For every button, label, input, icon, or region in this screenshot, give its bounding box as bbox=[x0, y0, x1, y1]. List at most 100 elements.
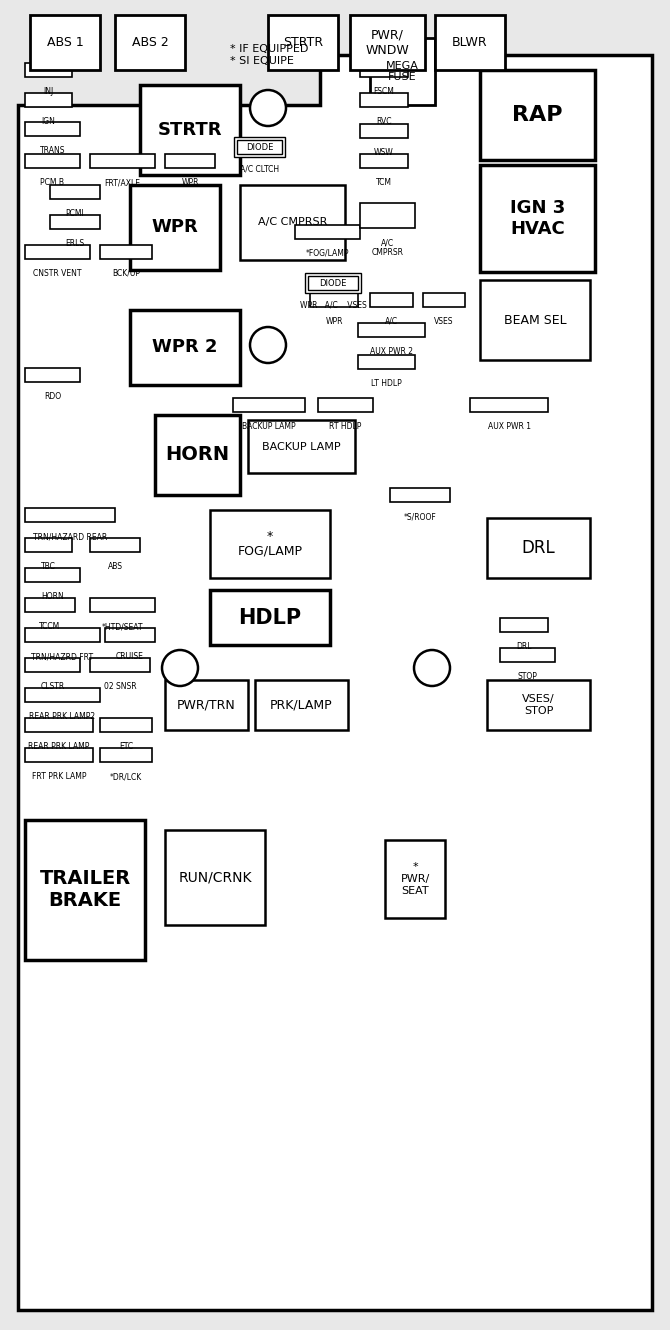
Bar bbox=[308, 277, 358, 290]
Text: INJ: INJ bbox=[44, 86, 54, 96]
Text: WPR: WPR bbox=[151, 218, 198, 237]
Bar bbox=[210, 591, 330, 645]
Bar bbox=[295, 225, 360, 239]
Text: A/C
CMPRSR: A/C CMPRSR bbox=[371, 238, 403, 258]
Text: CNSTR VENT: CNSTR VENT bbox=[34, 269, 82, 278]
Text: RVC: RVC bbox=[377, 117, 392, 126]
Bar bbox=[500, 648, 555, 662]
Bar bbox=[360, 93, 408, 106]
Bar bbox=[90, 154, 155, 168]
Text: ABS: ABS bbox=[107, 563, 123, 571]
Bar bbox=[165, 830, 265, 924]
Text: ABS 2: ABS 2 bbox=[131, 36, 168, 49]
Circle shape bbox=[162, 650, 198, 686]
Text: ETC: ETC bbox=[119, 742, 133, 751]
Bar bbox=[25, 63, 72, 77]
Bar bbox=[487, 517, 590, 579]
Polygon shape bbox=[18, 55, 652, 1310]
Text: *FOG/LAMP: *FOG/LAMP bbox=[306, 249, 349, 258]
Bar bbox=[25, 122, 80, 136]
Bar bbox=[25, 718, 93, 732]
Bar bbox=[268, 15, 338, 70]
Text: TRAILER
BRAKE: TRAILER BRAKE bbox=[40, 870, 131, 911]
Bar bbox=[310, 293, 358, 307]
Text: PWR/
WNDW: PWR/ WNDW bbox=[366, 28, 409, 56]
Bar bbox=[318, 398, 373, 412]
Circle shape bbox=[250, 90, 286, 126]
Text: STOP: STOP bbox=[517, 672, 537, 681]
Bar bbox=[25, 93, 72, 106]
Bar bbox=[25, 508, 115, 521]
Bar bbox=[390, 488, 450, 501]
Circle shape bbox=[250, 327, 286, 363]
Text: BEAM SEL: BEAM SEL bbox=[504, 314, 566, 326]
Bar bbox=[25, 368, 80, 382]
Bar bbox=[210, 509, 330, 579]
Text: DRL: DRL bbox=[517, 642, 532, 650]
Bar bbox=[25, 568, 80, 583]
Text: PCMI: PCMI bbox=[66, 209, 84, 218]
Text: WSW: WSW bbox=[374, 148, 394, 157]
Bar bbox=[360, 203, 415, 227]
Text: BLWR: BLWR bbox=[452, 36, 488, 49]
Text: PRK/LAMP: PRK/LAMP bbox=[270, 698, 333, 712]
Bar bbox=[140, 85, 240, 176]
Bar bbox=[360, 63, 408, 77]
Text: RAP: RAP bbox=[513, 105, 563, 125]
Bar bbox=[115, 15, 185, 70]
Text: FRT/AXLE: FRT/AXLE bbox=[105, 178, 141, 188]
Text: DIODE: DIODE bbox=[246, 142, 273, 152]
Bar bbox=[360, 154, 408, 168]
Text: DRL: DRL bbox=[522, 539, 555, 557]
Bar bbox=[233, 398, 305, 412]
Text: TCM: TCM bbox=[376, 178, 392, 188]
Bar bbox=[25, 688, 100, 702]
Text: *
FOG/LAMP: * FOG/LAMP bbox=[237, 529, 302, 559]
Text: WPR 2: WPR 2 bbox=[152, 339, 218, 356]
Bar bbox=[385, 841, 445, 918]
Text: WPR   A/C    VSES: WPR A/C VSES bbox=[299, 301, 366, 309]
Bar bbox=[100, 718, 152, 732]
Text: A/C CLTCH: A/C CLTCH bbox=[240, 164, 279, 173]
Bar bbox=[130, 185, 220, 270]
Bar bbox=[100, 747, 152, 762]
Bar bbox=[423, 293, 465, 307]
Text: VSES/
STOP: VSES/ STOP bbox=[522, 694, 555, 716]
Bar bbox=[370, 39, 435, 105]
Bar bbox=[90, 539, 140, 552]
Text: TRN/HAZRD FRT: TRN/HAZRD FRT bbox=[31, 652, 94, 661]
Bar bbox=[240, 185, 345, 259]
Text: A/C: A/C bbox=[385, 317, 398, 326]
Text: IGN: IGN bbox=[42, 117, 56, 126]
Bar bbox=[165, 154, 215, 168]
Bar bbox=[50, 185, 100, 199]
Text: RT HDLP: RT HDLP bbox=[330, 422, 362, 431]
Text: WPR: WPR bbox=[325, 317, 343, 326]
Text: TRN/HAZARD REAR: TRN/HAZARD REAR bbox=[33, 532, 107, 541]
Bar bbox=[435, 15, 505, 70]
Bar bbox=[90, 598, 155, 612]
Circle shape bbox=[414, 650, 450, 686]
Bar bbox=[25, 154, 80, 168]
Text: HORN: HORN bbox=[165, 446, 230, 464]
Bar bbox=[350, 15, 425, 70]
Bar bbox=[358, 323, 425, 336]
Bar bbox=[25, 628, 100, 642]
Text: *
PWR/
SEAT: * PWR/ SEAT bbox=[401, 862, 429, 895]
Text: CLSTR: CLSTR bbox=[40, 682, 64, 692]
Bar bbox=[305, 273, 361, 293]
Text: BCK/UP: BCK/UP bbox=[112, 269, 140, 278]
Text: IGN 3
HVAC: IGN 3 HVAC bbox=[510, 200, 565, 238]
Bar bbox=[480, 165, 595, 273]
Bar bbox=[100, 245, 152, 259]
Text: *DR/LCK: *DR/LCK bbox=[110, 771, 142, 781]
Bar bbox=[470, 398, 548, 412]
Bar bbox=[25, 747, 93, 762]
Bar bbox=[25, 658, 80, 672]
Bar bbox=[358, 355, 415, 368]
Bar bbox=[165, 680, 248, 730]
Bar bbox=[237, 140, 282, 154]
Text: REAR PRK LAMP: REAR PRK LAMP bbox=[28, 742, 90, 751]
Text: MEGA
FUSE: MEGA FUSE bbox=[386, 61, 419, 82]
Text: AUX PWR 1: AUX PWR 1 bbox=[488, 422, 531, 431]
